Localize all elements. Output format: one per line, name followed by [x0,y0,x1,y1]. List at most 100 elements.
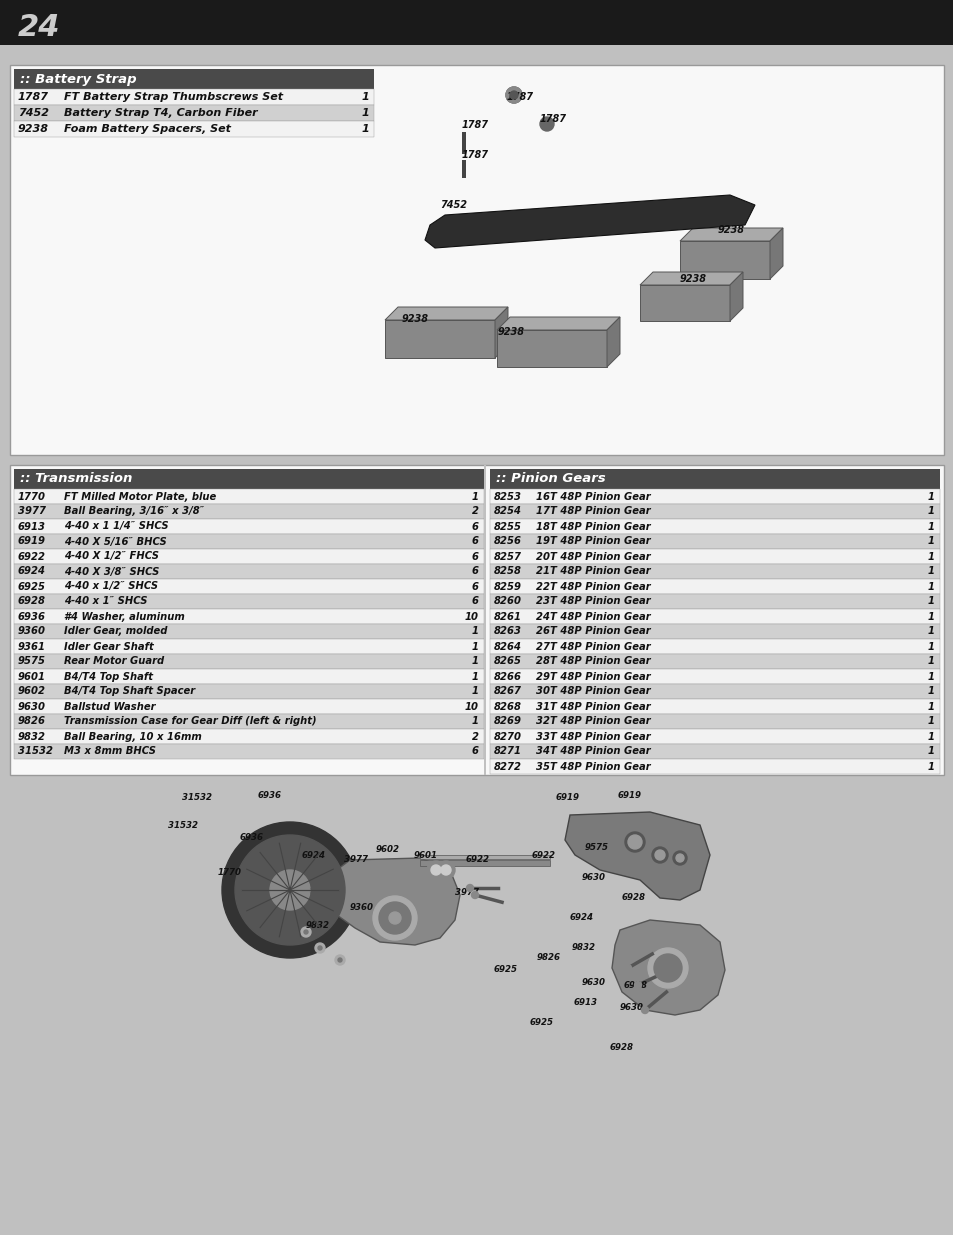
Text: 3977: 3977 [455,888,478,897]
Text: 9238: 9238 [18,124,49,135]
Text: 9630: 9630 [18,701,46,711]
Bar [490,655,939,669]
Text: 6913: 6913 [18,521,46,531]
Text: 1787: 1787 [506,91,534,103]
Polygon shape [769,228,782,279]
Text: 1: 1 [472,657,478,667]
Text: 17T 48P Pinion Gear: 17T 48P Pinion Gear [536,506,650,516]
Bar [490,624,939,638]
Text: 8264: 8264 [494,641,521,652]
Text: 8267: 8267 [494,687,521,697]
Text: 9360: 9360 [350,903,374,911]
Circle shape [466,884,473,892]
Text: 1: 1 [927,731,934,741]
Text: 23T 48P Pinion Gear: 23T 48P Pinion Gear [536,597,650,606]
Polygon shape [564,811,709,900]
Polygon shape [679,228,782,241]
Text: 9238: 9238 [718,225,744,235]
Text: 9601: 9601 [414,851,437,860]
Text: Battery Strap T4, Carbon Fiber: Battery Strap T4, Carbon Fiber [64,107,257,119]
Bar [14,638,483,655]
Text: Transmission Case for Gear Diff (left & right): Transmission Case for Gear Diff (left & … [64,716,316,726]
Bar [10,65,943,454]
Bar [14,729,483,743]
Text: 1770: 1770 [218,868,242,877]
Bar [14,504,483,519]
Bar [639,285,729,321]
Text: 8256: 8256 [494,536,521,547]
Text: 30T 48P Pinion Gear: 30T 48P Pinion Gear [536,687,650,697]
Text: 1: 1 [472,716,478,726]
Bar [490,729,939,743]
Text: 31532: 31532 [168,821,198,830]
Circle shape [317,946,322,950]
Text: 6928: 6928 [621,893,645,902]
Circle shape [431,864,440,876]
Bar [490,714,939,729]
Text: M3 x 8mm BHCS: M3 x 8mm BHCS [64,746,156,757]
Text: 35T 48P Pinion Gear: 35T 48P Pinion Gear [536,762,650,772]
Text: 33T 48P Pinion Gear: 33T 48P Pinion Gear [536,731,650,741]
Circle shape [427,861,444,879]
Polygon shape [495,308,507,358]
Bar [14,684,483,699]
Text: 9575: 9575 [584,844,608,852]
Text: 6: 6 [472,521,478,531]
Text: 8260: 8260 [494,597,521,606]
Text: 8255: 8255 [494,521,521,531]
Text: 3977: 3977 [344,855,368,864]
Text: FT Milled Motor Plate, blue: FT Milled Motor Plate, blue [64,492,216,501]
Text: 1: 1 [361,91,369,103]
Bar [490,684,939,699]
Text: Foam Battery Spacers, Set: Foam Battery Spacers, Set [64,124,231,135]
Bar [497,330,606,367]
Text: :: Pinion Gears: :: Pinion Gears [496,473,605,485]
Text: 9826: 9826 [288,888,312,897]
Circle shape [651,847,667,863]
Bar [14,714,483,729]
Text: 1: 1 [927,597,934,606]
Bar [10,466,943,776]
Text: 9361: 9361 [388,911,412,920]
Text: 1770: 1770 [18,492,46,501]
Text: 6913: 6913 [574,998,598,1007]
Circle shape [654,953,681,982]
Text: 34T 48P Pinion Gear: 34T 48P Pinion Gear [536,746,650,757]
Text: 9361: 9361 [18,641,46,652]
Text: Idler Gear Shaft: Idler Gear Shaft [64,641,153,652]
Bar [490,743,939,760]
Text: 6925: 6925 [530,1018,554,1028]
Text: 8254: 8254 [494,506,521,516]
Bar [385,320,495,358]
Circle shape [640,1007,648,1014]
Text: 1: 1 [472,641,478,652]
Text: 4-40 X 5/16″ BHCS: 4-40 X 5/16″ BHCS [64,536,167,547]
Text: 9630: 9630 [581,978,605,987]
Text: 9630: 9630 [619,1003,643,1011]
Text: 1: 1 [927,657,934,667]
Bar [14,579,483,594]
Text: 9826: 9826 [537,953,560,962]
Circle shape [505,86,521,103]
Bar [490,699,939,714]
Text: 16T 48P Pinion Gear: 16T 48P Pinion Gear [536,492,650,501]
Text: 4-40 x 1″ SHCS: 4-40 x 1″ SHCS [64,597,148,606]
Circle shape [222,823,357,958]
Bar [490,564,939,579]
Circle shape [634,982,640,988]
Bar [14,469,483,489]
Text: 9602: 9602 [375,845,399,853]
Text: 6928: 6928 [623,981,647,990]
Bar [483,466,485,776]
Circle shape [389,911,400,924]
Circle shape [624,965,631,972]
Text: 6928: 6928 [18,597,46,606]
Text: 6936: 6936 [18,611,46,621]
Text: 1: 1 [927,552,934,562]
Polygon shape [639,272,742,285]
Bar [14,550,483,564]
Text: 8272: 8272 [494,762,521,772]
Text: 20T 48P Pinion Gear: 20T 48P Pinion Gear [536,552,650,562]
Bar [490,669,939,684]
Bar [490,519,939,534]
